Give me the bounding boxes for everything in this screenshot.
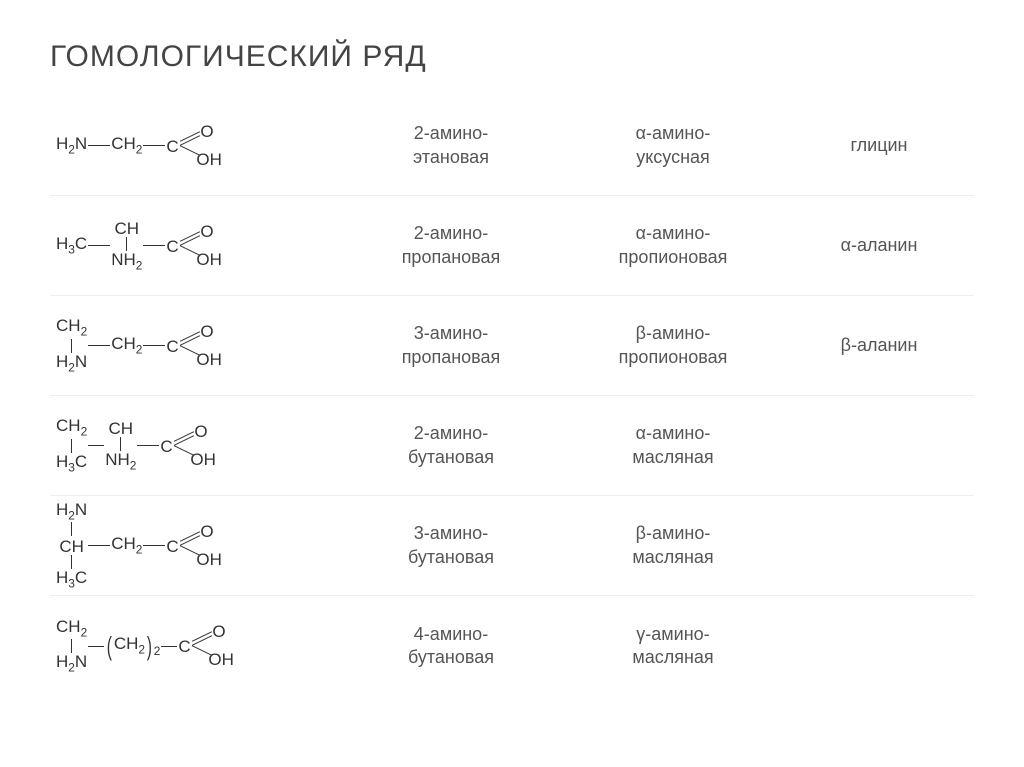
traditional-name: α-амино-масляная: [562, 422, 784, 469]
structure-cell: H3CCHNH2COOH: [50, 219, 340, 272]
table-row: CH2H3CCHNH2COOH 2-амино-бутановая α-амин…: [50, 396, 974, 496]
structure-cell: CH2H2NCH2COOH: [50, 317, 340, 374]
structure-cell: H2NCHH3CCH2COOH: [50, 501, 340, 590]
traditional-name: β-амино-пропионовая: [562, 322, 784, 369]
systematic-name: 3-амино-бутановая: [340, 522, 562, 569]
systematic-name: 2-амино-этановая: [340, 122, 562, 169]
structure-cell: CH2H2N(CH2)2COOH: [50, 618, 340, 675]
traditional-name: β-амино-масляная: [562, 522, 784, 569]
structure-cell: H2NCH2COOH: [50, 125, 340, 167]
traditional-name: γ-амино-масляная: [562, 623, 784, 670]
systematic-name: 2-амино-бутановая: [340, 422, 562, 469]
table-row: CH2H2N(CH2)2COOH 4-амино-бутановая γ-ами…: [50, 596, 974, 696]
systematic-name: 2-амино-пропановая: [340, 222, 562, 269]
table-row: H2NCHH3CCH2COOH 3-амино-бутановая β-амин…: [50, 496, 974, 596]
trivial-name: α-аланин: [784, 235, 974, 256]
systematic-name: 3-амино-пропановая: [340, 322, 562, 369]
traditional-name: α-амино-пропионовая: [562, 222, 784, 269]
page-title: ГОМОЛОГИЧЕСКИЙ РЯД: [50, 40, 974, 74]
systematic-name: 4-амино-бутановая: [340, 623, 562, 670]
table-row: H3CCHNH2COOH 2-амино-пропановая α-амино-…: [50, 196, 974, 296]
table-row: CH2H2NCH2COOH 3-амино-пропановая β-амино…: [50, 296, 974, 396]
amino-acid-table: H2NCH2COOH 2-амино-этановая α-амино-уксу…: [50, 96, 974, 696]
trivial-name: глицин: [784, 135, 974, 156]
structure-cell: CH2H3CCHNH2COOH: [50, 417, 340, 474]
table-row: H2NCH2COOH 2-амино-этановая α-амино-уксу…: [50, 96, 974, 196]
trivial-name: β-аланин: [784, 335, 974, 356]
traditional-name: α-амино-уксусная: [562, 122, 784, 169]
